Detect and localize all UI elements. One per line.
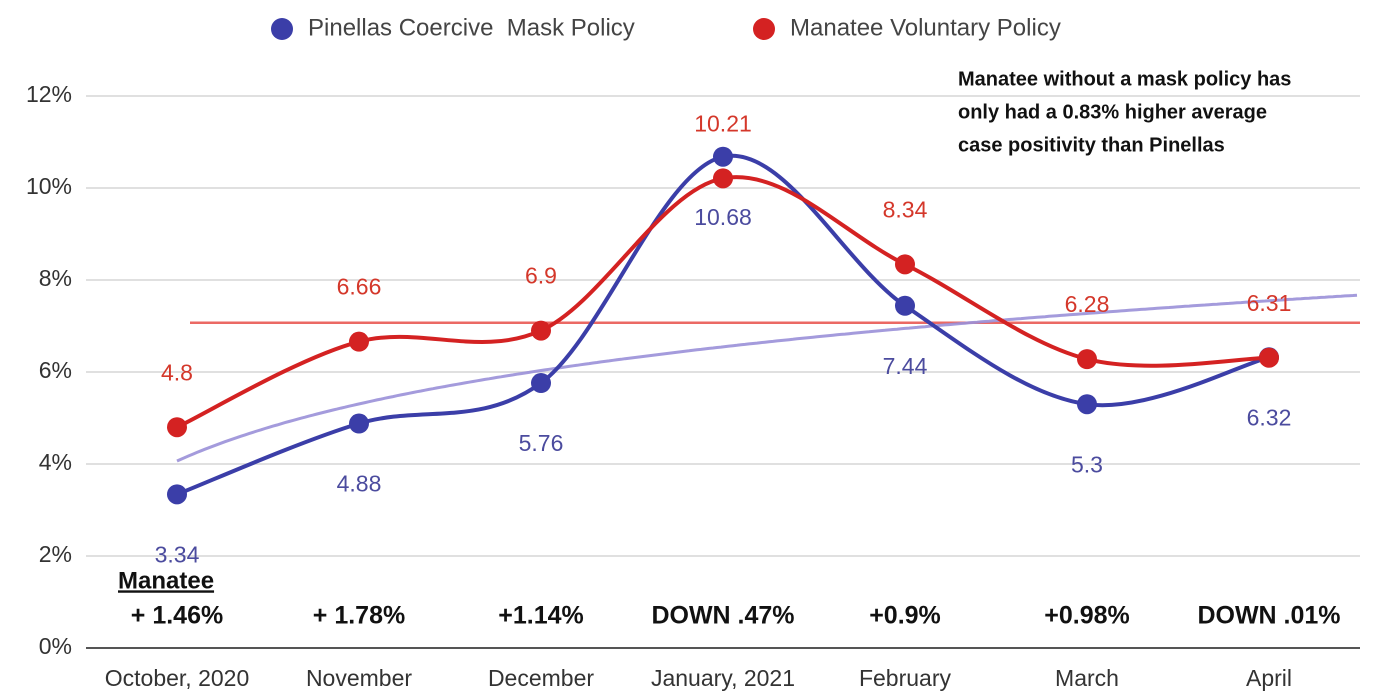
legend-label: Manatee Voluntary Policy bbox=[790, 14, 1061, 41]
y-tick-label: 6% bbox=[39, 357, 72, 383]
x-tick-label: February bbox=[859, 665, 952, 691]
data-point bbox=[531, 320, 551, 341]
y-tick-label: 12% bbox=[26, 81, 72, 107]
data-label: 6.32 bbox=[1247, 404, 1292, 430]
data-point bbox=[713, 168, 733, 189]
data-label: 6.9 bbox=[525, 263, 557, 289]
difference-label: +0.9% bbox=[869, 602, 941, 630]
data-point bbox=[349, 331, 369, 352]
x-tick-label: November bbox=[306, 665, 412, 691]
data-point bbox=[167, 484, 187, 505]
data-point bbox=[713, 146, 733, 167]
difference-label: DOWN .01% bbox=[1197, 602, 1340, 630]
y-tick-label: 2% bbox=[39, 541, 72, 567]
x-tick-label: October, 2020 bbox=[105, 665, 250, 691]
y-tick-label: 4% bbox=[39, 449, 72, 475]
data-label: 6.31 bbox=[1247, 290, 1292, 316]
legend-label: Pinellas Coercive Mask Policy bbox=[308, 14, 635, 41]
y-tick-label: 10% bbox=[26, 173, 72, 199]
data-point bbox=[531, 373, 551, 394]
difference-label: +0.98% bbox=[1044, 602, 1130, 630]
data-point bbox=[1077, 394, 1097, 415]
annotation: case positivity than Pinellas bbox=[958, 134, 1225, 156]
x-tick-label: March bbox=[1055, 665, 1119, 691]
data-label: 6.28 bbox=[1065, 291, 1110, 317]
data-point bbox=[1259, 347, 1279, 368]
annotation: only had a 0.83% higher average bbox=[958, 101, 1267, 123]
data-point bbox=[895, 254, 915, 275]
data-label: 3.34 bbox=[155, 541, 200, 567]
trendline bbox=[176, 293, 1358, 463]
data-label: 5.76 bbox=[519, 430, 564, 456]
difference-label: DOWN .47% bbox=[651, 602, 794, 630]
data-label: 8.34 bbox=[883, 196, 928, 222]
data-label: 5.3 bbox=[1071, 451, 1103, 477]
x-tick-label: April bbox=[1246, 665, 1292, 691]
legend-marker bbox=[753, 18, 775, 40]
difference-label: +1.14% bbox=[498, 602, 584, 630]
data-point bbox=[167, 417, 187, 438]
difference-label: + 1.46% bbox=[131, 602, 223, 630]
data-label: 4.88 bbox=[337, 471, 382, 497]
data-point bbox=[1077, 349, 1097, 370]
y-tick-label: 0% bbox=[39, 633, 72, 659]
annotation: Manatee without a mask policy has bbox=[958, 68, 1291, 90]
difference-heading: Manatee bbox=[118, 567, 214, 594]
legend-marker bbox=[271, 18, 293, 40]
x-tick-label: December bbox=[488, 665, 594, 691]
data-point bbox=[895, 295, 915, 316]
data-label: 4.8 bbox=[161, 359, 193, 385]
data-point bbox=[349, 413, 369, 434]
data-label: 10.68 bbox=[694, 204, 752, 230]
x-tick-label: January, 2021 bbox=[651, 665, 795, 691]
data-label: 7.44 bbox=[883, 353, 928, 379]
data-label: 10.21 bbox=[694, 110, 752, 136]
y-tick-label: 8% bbox=[39, 265, 72, 291]
difference-label: + 1.78% bbox=[313, 602, 405, 630]
data-label: 6.66 bbox=[337, 274, 382, 300]
